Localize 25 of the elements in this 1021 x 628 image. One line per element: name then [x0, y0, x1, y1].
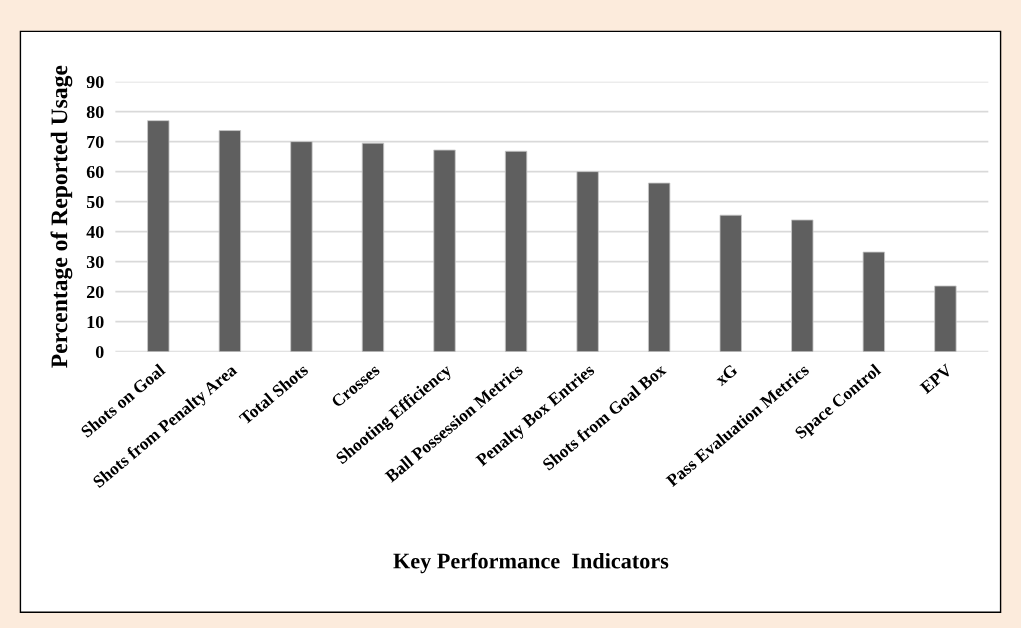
- y-tick-label: 10: [87, 315, 104, 329]
- y-tick-label: 0: [95, 345, 104, 359]
- bar: [719, 214, 742, 352]
- bar: [934, 285, 957, 352]
- y-tick-label: 90: [86, 75, 104, 89]
- bar: [576, 171, 599, 352]
- bar: [648, 182, 671, 352]
- bar: [791, 219, 814, 352]
- bar: [290, 141, 313, 352]
- bar: [433, 149, 456, 352]
- x-tick-label: xG: [714, 363, 739, 387]
- y-tick-label: 40: [86, 225, 104, 239]
- y-tick-label: 70: [87, 135, 104, 149]
- bar: [504, 150, 528, 352]
- y-tick-label: 60: [86, 165, 104, 179]
- y-tick-label: 20: [86, 285, 104, 299]
- y-axis-title: Percentage of Reported Usage: [50, 65, 73, 368]
- bar: [361, 142, 385, 352]
- y-tick-label: 50: [86, 195, 104, 209]
- y-tick-label: 80: [86, 105, 104, 119]
- y-tick-label: 30: [86, 255, 104, 269]
- bar: [218, 130, 242, 352]
- x-axis-title: Key Performance Indicators: [393, 552, 669, 574]
- bar: [862, 251, 885, 352]
- bar: [147, 120, 170, 352]
